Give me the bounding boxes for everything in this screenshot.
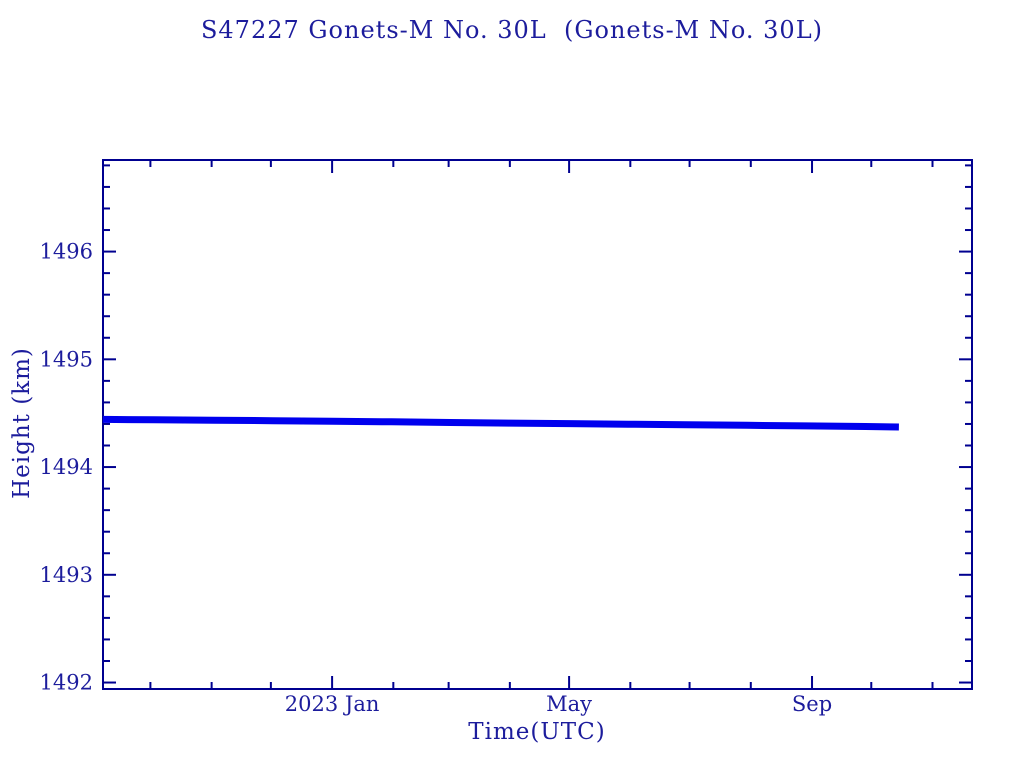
y-tick-label: 1493	[40, 563, 93, 587]
y-tick-label: 1494	[40, 455, 93, 479]
x-tick-label: May	[546, 692, 592, 716]
y-tick-label: 1492	[40, 671, 93, 695]
height-series-line	[102, 415, 899, 431]
y-tick-label: 1496	[40, 240, 93, 264]
y-tick-label: 1495	[40, 347, 93, 371]
chart-title: S47227 Gonets-M No. 30L (Gonets-M No. 30…	[200, 16, 824, 44]
x-tick-label: 2023 Jan	[285, 692, 380, 716]
x-axis-label: Time(UTC)	[468, 719, 606, 745]
x-tick-label: Sep	[792, 692, 832, 716]
